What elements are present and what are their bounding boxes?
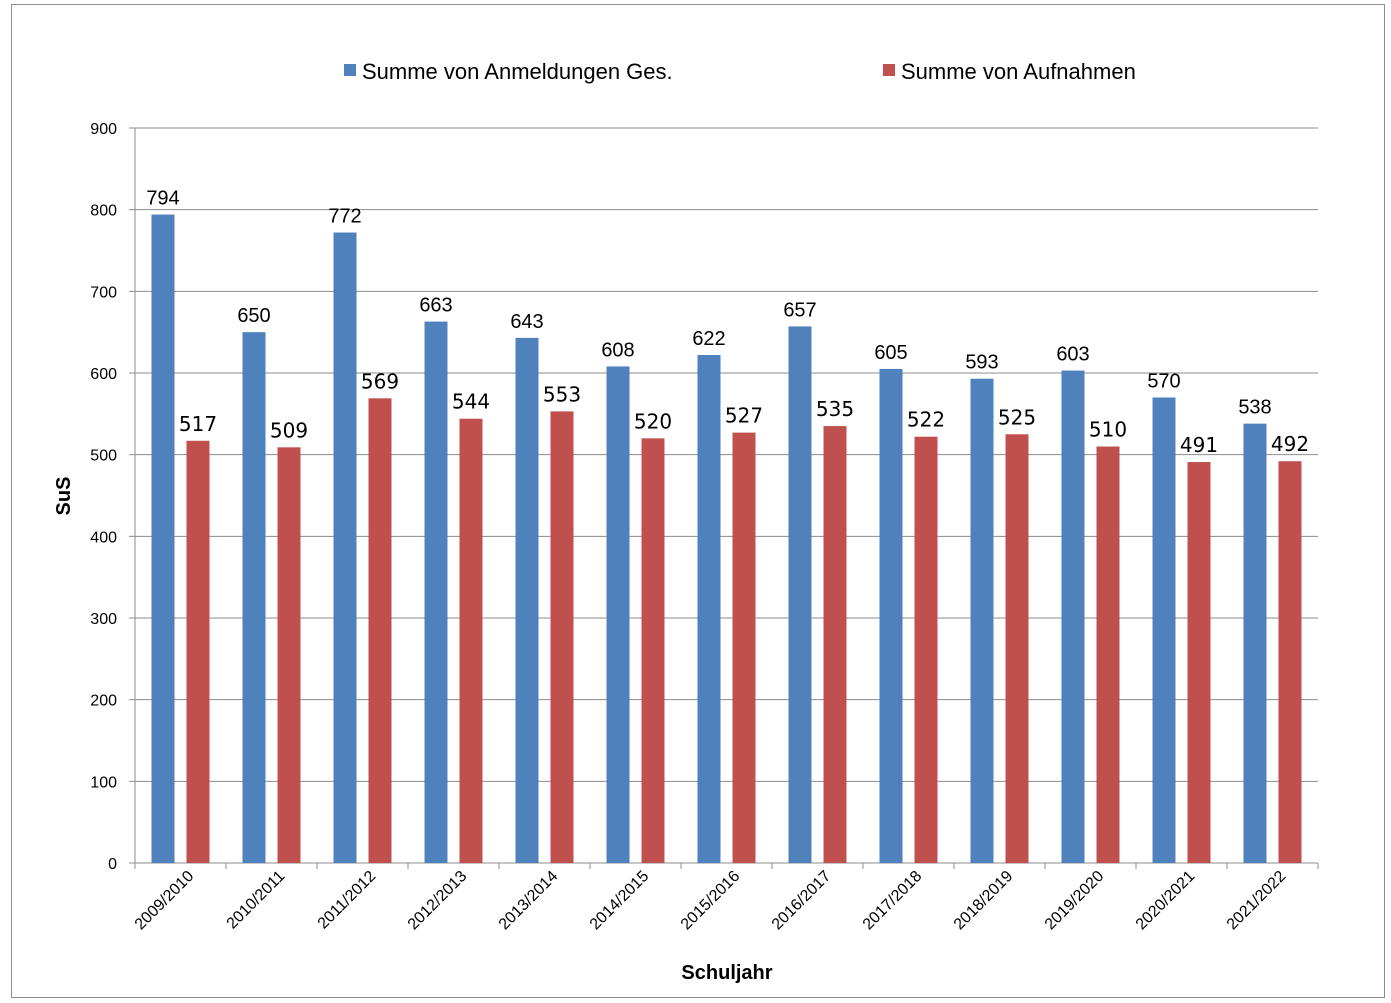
x-tick-label-2010-2011: 2010/2011 xyxy=(224,868,289,933)
axes xyxy=(134,128,1318,864)
bar-summe-von-anmeldungen-ges-2013-2014 xyxy=(515,337,539,864)
y-tick-label-500: 500 xyxy=(90,448,117,465)
y-tick-label-0: 0 xyxy=(108,856,117,873)
bar-summe-von-anmeldungen-ges-2015-2016 xyxy=(697,355,721,863)
x-tick-label-2021-2022: 2021/2022 xyxy=(1224,868,1290,934)
data-label-summe-von-anmeldungen-ges-2017-2018: 605 xyxy=(874,342,907,364)
gridlines xyxy=(129,127,1319,869)
data-label-summe-von-anmeldungen-ges-2011-2012: 772 xyxy=(328,206,361,228)
data-labels: 794 650 772 663 643 608 622 657 605 593 603 570 538 5… xyxy=(146,188,1309,457)
data-label-summe-von-aufnahmen-2010-2011: 509 xyxy=(270,418,308,442)
data-label-summe-von-aufnahmen-2013-2014: 553 xyxy=(543,382,581,406)
bars xyxy=(151,214,1302,864)
y-tick-label-700: 700 xyxy=(90,284,117,301)
legend-swatch-anmeldungen xyxy=(344,64,356,76)
bar-summe-von-anmeldungen-ges-2010-2011 xyxy=(242,332,266,864)
data-label-summe-von-anmeldungen-ges-2009-2010: 794 xyxy=(146,188,179,210)
bar-summe-von-aufnahmen-2016-2017 xyxy=(823,426,847,863)
y-tick-label-900: 900 xyxy=(90,121,117,138)
data-label-summe-von-anmeldungen-ges-2013-2014: 643 xyxy=(510,311,543,333)
x-tick-label-2009-2010: 2009/2010 xyxy=(132,868,198,934)
bar-summe-von-anmeldungen-ges-2017-2018 xyxy=(879,368,903,863)
bar-summe-von-aufnahmen-2020-2021 xyxy=(1187,462,1211,863)
bar-summe-von-aufnahmen-2015-2016 xyxy=(732,432,756,863)
bar-summe-von-aufnahmen-2013-2014 xyxy=(550,411,574,863)
x-tick-labels: 2009/2010 2010/2011 2011/2012 2012/2013 2013… xyxy=(132,868,1290,934)
data-label-summe-von-anmeldungen-ges-2015-2016: 622 xyxy=(692,328,725,350)
x-axis-title: Schuljahr xyxy=(681,962,772,984)
x-tick-label-2020-2021: 2020/2021 xyxy=(1133,868,1199,934)
data-label-summe-von-aufnahmen-2015-2016: 527 xyxy=(725,404,763,428)
data-label-summe-von-anmeldungen-ges-2019-2020: 603 xyxy=(1056,344,1089,366)
bar-summe-von-aufnahmen-2018-2019 xyxy=(1005,434,1029,863)
y-tick-label-100: 100 xyxy=(90,774,117,791)
data-label-summe-von-anmeldungen-ges-2016-2017: 657 xyxy=(783,299,816,321)
bar-summe-von-anmeldungen-ges-2014-2015 xyxy=(606,366,630,863)
bar-summe-von-aufnahmen-2011-2012 xyxy=(368,398,392,863)
legend-label-anmeldungen: Summe von Anmeldungen Ges. xyxy=(362,59,673,84)
x-tick-label-2012-2013: 2012/2013 xyxy=(405,868,471,934)
data-label-summe-von-aufnahmen-2020-2021: 491 xyxy=(1180,433,1218,457)
x-tick-label-2017-2018: 2017/2018 xyxy=(860,868,926,934)
bar-summe-von-aufnahmen-2010-2011 xyxy=(277,447,301,863)
data-label-summe-von-aufnahmen-2014-2015: 520 xyxy=(634,409,672,433)
bar-summe-von-anmeldungen-ges-2011-2012 xyxy=(333,232,357,864)
y-tick-label-400: 400 xyxy=(90,529,117,546)
bar-summe-von-anmeldungen-ges-2009-2010 xyxy=(151,214,175,864)
data-label-summe-von-anmeldungen-ges-2021-2022: 538 xyxy=(1238,397,1271,419)
bar-summe-von-aufnahmen-2009-2010 xyxy=(186,440,210,863)
x-tick-label-2015-2016: 2015/2016 xyxy=(678,868,744,934)
data-label-summe-von-aufnahmen-2016-2017: 535 xyxy=(816,397,854,421)
y-tick-label-200: 200 xyxy=(90,693,117,710)
x-tick-label-2013-2014: 2013/2014 xyxy=(496,868,562,934)
data-label-summe-von-anmeldungen-ges-2010-2011: 650 xyxy=(237,305,270,327)
bar-summe-von-aufnahmen-2014-2015 xyxy=(641,438,665,863)
bar-summe-von-anmeldungen-ges-2021-2022 xyxy=(1243,423,1267,863)
bar-summe-von-aufnahmen-2021-2022 xyxy=(1278,461,1302,863)
data-label-summe-von-aufnahmen-2012-2013: 544 xyxy=(452,390,490,414)
bar-summe-von-aufnahmen-2017-2018 xyxy=(914,436,938,863)
data-label-summe-von-anmeldungen-ges-2014-2015: 608 xyxy=(601,339,634,361)
data-label-summe-von-anmeldungen-ges-2020-2021: 570 xyxy=(1147,371,1180,393)
data-label-summe-von-aufnahmen-2018-2019: 525 xyxy=(998,405,1036,429)
bar-summe-von-aufnahmen-2019-2020 xyxy=(1096,446,1120,863)
x-tick-label-2018-2019: 2018/2019 xyxy=(951,868,1017,934)
bar-summe-von-aufnahmen-2012-2013 xyxy=(459,418,483,863)
bar-summe-von-anmeldungen-ges-2020-2021 xyxy=(1152,397,1176,863)
x-tick-label-2019-2020: 2019/2020 xyxy=(1042,868,1108,934)
data-label-summe-von-aufnahmen-2011-2012: 569 xyxy=(361,369,399,393)
y-tick-labels: 0 100 200 300 400 500 600 700 800 900 xyxy=(90,121,117,873)
x-tick-label-2016-2017: 2016/2017 xyxy=(769,868,835,934)
data-label-summe-von-aufnahmen-2021-2022: 492 xyxy=(1271,432,1309,456)
y-tick-label-300: 300 xyxy=(90,611,117,628)
x-tick-label-2014-2015: 2014/2015 xyxy=(587,868,653,934)
data-label-summe-von-aufnahmen-2017-2018: 522 xyxy=(907,408,945,432)
data-label-summe-von-aufnahmen-2019-2020: 510 xyxy=(1089,418,1127,442)
bar-summe-von-anmeldungen-ges-2012-2013 xyxy=(424,321,448,863)
y-axis-title: SuS xyxy=(53,477,75,516)
bar-summe-von-anmeldungen-ges-2018-2019 xyxy=(970,378,994,863)
y-tick-label-800: 800 xyxy=(90,203,117,220)
legend-swatch-aufnahmen xyxy=(883,64,895,76)
data-label-summe-von-anmeldungen-ges-2012-2013: 663 xyxy=(419,295,452,317)
legend-label-aufnahmen: Summe von Aufnahmen xyxy=(901,59,1136,84)
legend: Summe von Anmeldungen Ges. Summe von Auf… xyxy=(344,59,1136,84)
data-label-summe-von-anmeldungen-ges-2018-2019: 593 xyxy=(965,352,998,374)
bar-summe-von-anmeldungen-ges-2016-2017 xyxy=(788,326,812,863)
y-tick-label-600: 600 xyxy=(90,366,117,383)
x-tick-label-2011-2012: 2011/2012 xyxy=(315,868,380,933)
data-label-summe-von-aufnahmen-2009-2010: 517 xyxy=(179,412,217,436)
bar-summe-von-anmeldungen-ges-2019-2020 xyxy=(1061,370,1085,863)
